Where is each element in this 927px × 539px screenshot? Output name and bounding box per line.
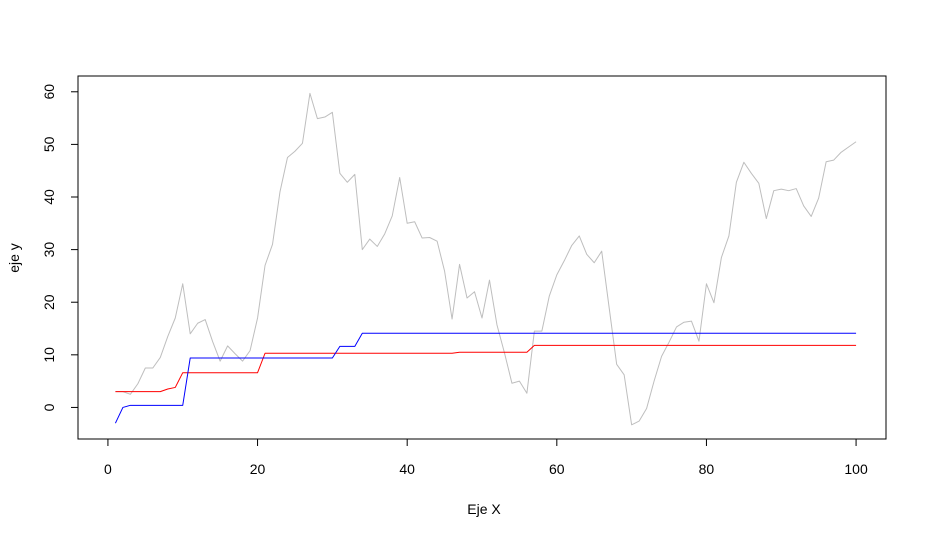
x-tick-label: 40 bbox=[399, 461, 415, 477]
y-tick-label: 60 bbox=[41, 84, 57, 100]
y-axis-label: eje y bbox=[6, 243, 22, 273]
x-tick-label: 0 bbox=[104, 461, 112, 477]
x-tick-label: 20 bbox=[250, 461, 266, 477]
y-tick-label: 30 bbox=[41, 242, 57, 258]
x-axis-label: Eje X bbox=[467, 501, 501, 517]
y-tick-label: 20 bbox=[41, 294, 57, 310]
x-axis: 0 20 40 60 80 100 bbox=[104, 438, 868, 477]
series-layer bbox=[114, 92, 857, 426]
series-line-3 bbox=[114, 332, 857, 424]
x-tick-label: 80 bbox=[699, 461, 715, 477]
x-tick-label: 60 bbox=[549, 461, 565, 477]
series-line-2 bbox=[115, 344, 857, 393]
y-axis: 0 10 20 30 40 50 60 bbox=[41, 84, 79, 411]
y-tick-label: 40 bbox=[41, 189, 57, 205]
plot-frame bbox=[77, 75, 887, 440]
y-tick-label: 0 bbox=[41, 403, 57, 411]
y-tick-label: 50 bbox=[41, 136, 57, 152]
series-line-1 bbox=[115, 92, 857, 426]
x-tick-label: 100 bbox=[844, 461, 868, 477]
y-tick-label: 10 bbox=[41, 347, 57, 363]
